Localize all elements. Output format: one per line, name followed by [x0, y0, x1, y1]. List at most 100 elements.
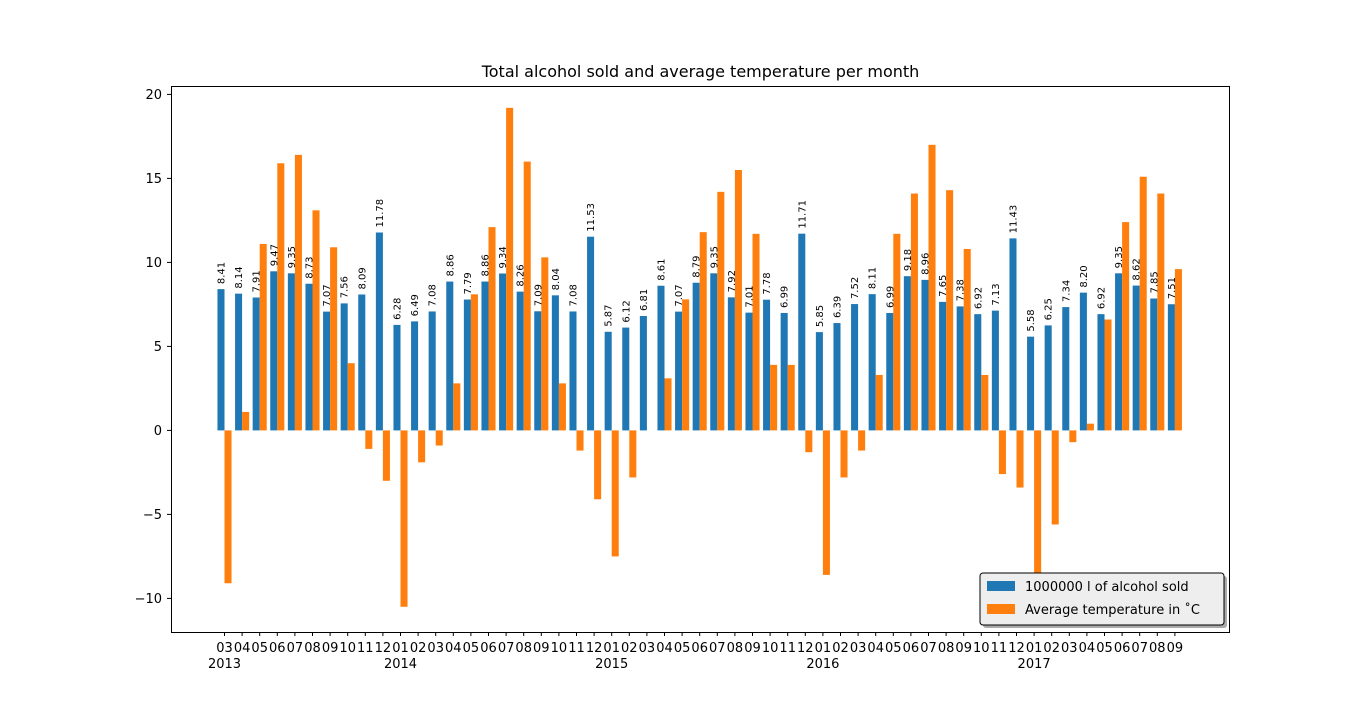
- x-tick-label: 05: [674, 641, 691, 656]
- alcohol-bar: [569, 311, 577, 431]
- alcohol-bar: [375, 232, 383, 431]
- alcohol-bar: [763, 299, 771, 431]
- y-tick-label: −10: [135, 592, 162, 607]
- x-tick-label: 09: [744, 641, 761, 656]
- temperature-bar: [998, 430, 1006, 475]
- temperature-bar: [312, 210, 320, 431]
- y-tick-label: 20: [145, 88, 162, 103]
- alcohol-value-label: 9.35: [287, 246, 298, 268]
- x-tick-label: 05: [463, 641, 480, 656]
- temperature-bar: [682, 299, 690, 431]
- x-tick-label: 11: [357, 641, 374, 656]
- temperature-bar: [594, 430, 602, 500]
- alcohol-value-label: 8.14: [234, 266, 245, 288]
- alcohol-bar: [1132, 285, 1140, 431]
- x-tick-label: 04: [656, 641, 673, 656]
- x-tick-label: 08: [515, 641, 532, 656]
- temperature-bar: [259, 243, 267, 431]
- alcohol-value-label: 9.34: [498, 246, 509, 268]
- x-tick-label: 05: [885, 641, 902, 656]
- alcohol-bar: [1167, 304, 1175, 431]
- alcohol-value-label: 6.92: [1096, 287, 1107, 309]
- alcohol-value-label: 11.43: [1008, 205, 1019, 234]
- x-tick-label: 08: [727, 641, 744, 656]
- x-year-label: 2017: [1018, 657, 1051, 672]
- x-tick-label: 06: [1114, 641, 1131, 656]
- temperature-bar: [224, 430, 232, 584]
- temperature-bar: [664, 378, 672, 431]
- alcohol-value-label: 8.79: [692, 255, 703, 277]
- alcohol-bar: [1115, 273, 1123, 431]
- temperature-bar: [787, 364, 795, 431]
- legend: 1000000 l of alcohol sold Average tempera…: [979, 572, 1227, 628]
- temperature-bar: [470, 294, 478, 431]
- alcohol-bar: [481, 281, 489, 431]
- temperature-bar: [453, 383, 461, 431]
- x-year-label: 2016: [806, 657, 839, 672]
- temperature-bar: [699, 232, 707, 431]
- alcohol-bar: [692, 282, 700, 431]
- temperature-bar: [1122, 222, 1130, 431]
- alcohol-value-label: 8.09: [357, 267, 368, 289]
- alcohol-bar: [340, 303, 348, 431]
- alcohol-value-label: 8.73: [304, 256, 315, 278]
- x-tick-label: 05: [1096, 641, 1113, 656]
- temperature-bar: [805, 430, 813, 453]
- alcohol-value-label: 7.08: [428, 284, 439, 306]
- x-tick-label: 05: [251, 641, 268, 656]
- data-labels-group: 8.41 8.14 7.91 9.47 9.35 8.73 7.07 7.56 8.09 11.7…: [216, 199, 1177, 332]
- x-tick-label: 04: [445, 641, 462, 656]
- x-tick-label: 09: [322, 641, 339, 656]
- alcohol-bar: [235, 293, 243, 431]
- temperature-bar: [418, 430, 426, 463]
- alcohol-value-label: 11.71: [797, 200, 808, 229]
- temperature-bar: [365, 430, 373, 449]
- alcohol-value-label: 7.08: [568, 284, 579, 306]
- alcohol-bar: [217, 289, 225, 431]
- alcohol-bar: [1009, 238, 1017, 431]
- alcohol-bar: [868, 294, 876, 431]
- x-tick-label: 01: [392, 641, 409, 656]
- temperature-bar: [488, 227, 496, 431]
- alcohol-bar: [516, 291, 524, 431]
- x-tick-label: 06: [480, 641, 497, 656]
- alcohol-bar: [815, 332, 823, 431]
- alcohol-bar: [587, 236, 595, 431]
- alcohol-bar: [639, 315, 647, 431]
- alcohol-bar: [252, 297, 260, 431]
- alcohol-bar: [886, 312, 894, 431]
- temperature-bar: [506, 107, 514, 431]
- alcohol-value-label: 7.07: [322, 284, 333, 306]
- alcohol-bar: [851, 304, 859, 431]
- bars-group: [217, 107, 1182, 607]
- x-tick-label: 08: [304, 641, 321, 656]
- temperature-bar: [770, 364, 778, 431]
- alcohol-value-label: 8.26: [516, 264, 527, 286]
- alcohol-bar: [551, 295, 559, 431]
- temperature-bar: [1174, 269, 1182, 431]
- x-tick-label: 12: [1008, 641, 1025, 656]
- x-tick-label: 04: [1079, 641, 1096, 656]
- temperature-bar: [242, 411, 250, 431]
- x-tick-label: 08: [938, 641, 955, 656]
- alcohol-bar: [305, 283, 313, 431]
- alcohol-value-label: 6.99: [885, 286, 896, 308]
- y-tick-label: 0: [154, 424, 162, 439]
- temperature-bar: [717, 191, 725, 431]
- temperature-bar: [611, 430, 619, 557]
- alcohol-value-label: 7.38: [956, 279, 967, 301]
- x-tick-label: 03: [216, 641, 233, 656]
- temperature-bar: [963, 248, 971, 431]
- x-tick-label: 10: [973, 641, 990, 656]
- alcohol-value-label: 9.35: [1114, 246, 1125, 268]
- alcohol-bar: [604, 331, 612, 431]
- y-tick-label: 5: [154, 340, 162, 355]
- alcohol-value-label: 11.78: [375, 199, 386, 228]
- alcohol-value-label: 8.11: [868, 267, 879, 289]
- temperature-bar: [576, 430, 584, 451]
- legend-label-temperature: Average temperature in ˚C: [1025, 602, 1200, 618]
- x-tick-label: 03: [850, 641, 867, 656]
- x-year-label: 2014: [384, 657, 417, 672]
- x-tick-label: 10: [551, 641, 568, 656]
